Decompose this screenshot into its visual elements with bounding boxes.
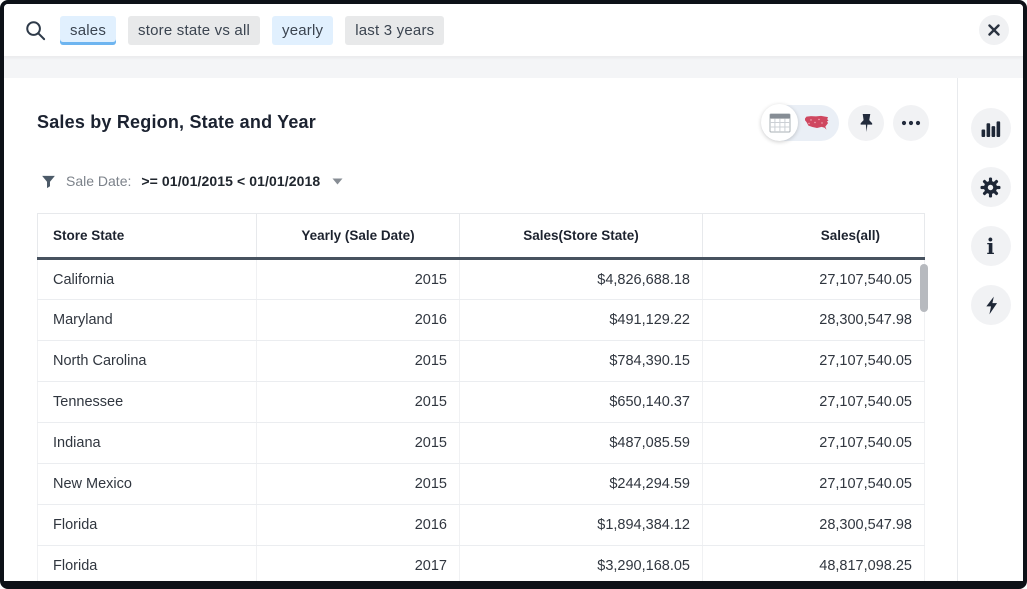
filter-label: Sale Date: [66,173,132,189]
filter-icon [41,174,56,189]
page-title: Sales by Region, State and Year [37,112,316,132]
filter-bar[interactable]: Sale Date: >= 01/01/2015 < 01/01/2018 [41,171,957,191]
search-token-yearly[interactable]: yearly [272,15,334,45]
table-cell: $3,290,168.05 [459,545,703,581]
table-cell: 2015 [256,258,460,300]
close-icon [988,24,1000,36]
table-row[interactable]: Maryland 2016 $491,129.22 28,300,547.98 [37,299,925,341]
table-cell: $244,294.59 [459,463,703,505]
close-search-button[interactable] [979,15,1009,45]
info-icon: i [986,233,995,259]
map-view-button[interactable] [803,114,830,131]
table-cell: 27,107,540.05 [702,381,925,423]
table-row[interactable]: Florida 2017 $3,290,168.05 48,817,098.25 [37,545,925,581]
table-row[interactable]: Indiana 2015 $487,085.59 27,107,540.05 [37,422,925,464]
table-cell: 27,107,540.05 [702,340,925,382]
settings-button[interactable] [970,167,1011,207]
gear-icon [980,177,1001,198]
lightning-bolt-icon [984,296,998,315]
search-token-store-state-vs-all[interactable]: store state vs all [128,15,261,45]
table-cell: $1,894,384.12 [459,504,703,546]
table-cell: 2015 [256,340,460,382]
table-cell: $784,390.15 [459,340,703,382]
table-view-icon [769,113,791,133]
column-header[interactable]: Yearly (Sale Date) [256,213,460,260]
map-view-icon [803,114,830,131]
view-toggle[interactable] [761,104,839,141]
column-header[interactable]: Sales(Store State) [459,213,703,260]
bar-chart-icon [981,120,1001,137]
header-divider-strip [4,57,1023,78]
search-token-sales[interactable]: sales [60,15,117,45]
table-cell: Tennessee [37,381,257,423]
table-cell: 2015 [256,422,460,464]
pin-icon [858,113,875,133]
results-table: Store State Yearly (Sale Date) Sales(Store… [37,213,928,581]
table-cell: California [37,258,257,300]
table-cell: 27,107,540.05 [702,463,925,505]
table-row[interactable]: Tennessee 2015 $650,140.37 27,107,540.05 [37,381,925,423]
table-scrollbar-thumb[interactable] [920,264,928,312]
table-cell: Maryland [37,299,257,341]
table-body: California 2015 $4,826,688.18 27,107,540.05… [37,258,925,581]
table-row[interactable]: New Mexico 2015 $244,294.59 27,107,540.05 [37,463,925,505]
filter-value[interactable]: >= 01/01/2015 < 01/01/2018 [141,173,321,189]
search-token-list: sales store state vs all yearly last 3 y… [60,15,979,45]
table-cell: $487,085.59 [459,422,703,464]
more-options-button[interactable] [893,104,929,141]
chart-type-button[interactable] [970,108,1011,148]
table-cell: North Carolina [37,340,257,382]
insights-button[interactable] [970,285,1011,325]
table-cell: Florida [37,504,257,546]
info-button[interactable]: i [970,226,1011,266]
table-cell: 48,817,098.25 [702,545,925,581]
table-cell: 28,300,547.98 [702,504,925,546]
table-cell: $4,826,688.18 [459,258,703,300]
search-token-last-3-years[interactable]: last 3 years [345,15,445,45]
answer-actions [761,104,929,141]
table-cell: Indiana [37,422,257,464]
chevron-down-icon[interactable] [332,178,343,185]
table-cell: $491,129.22 [459,299,703,341]
ellipsis-icon [901,120,921,126]
table-row[interactable]: North Carolina 2015 $784,390.15 27,107,540.… [37,340,925,382]
table-cell: 2015 [256,463,460,505]
table-cell: $650,140.37 [459,381,703,423]
search-icon [24,19,47,42]
table-cell: New Mexico [37,463,257,505]
table-cell: 2016 [256,504,460,546]
table-view-button[interactable] [761,104,798,141]
search-bar[interactable]: sales store state vs all yearly last 3 y… [4,4,1023,57]
table-cell: 28,300,547.98 [702,299,925,341]
table-row[interactable]: California 2015 $4,826,688.18 27,107,540.05 [37,258,925,300]
column-header[interactable]: Sales(all) [702,213,925,260]
table-cell: 27,107,540.05 [702,422,925,464]
table-header-row: Store State Yearly (Sale Date) Sales(Store… [37,213,925,260]
column-header[interactable]: Store State [37,213,257,260]
table-cell: 2017 [256,545,460,581]
table-cell: Florida [37,545,257,581]
table-cell: 27,107,540.05 [702,258,925,300]
table-row[interactable]: Florida 2016 $1,894,384.12 28,300,547.98 [37,504,925,546]
table-cell: 2015 [256,381,460,423]
table-cell: 2016 [256,299,460,341]
right-sidebar: i [957,78,1023,581]
pin-button[interactable] [848,104,884,141]
